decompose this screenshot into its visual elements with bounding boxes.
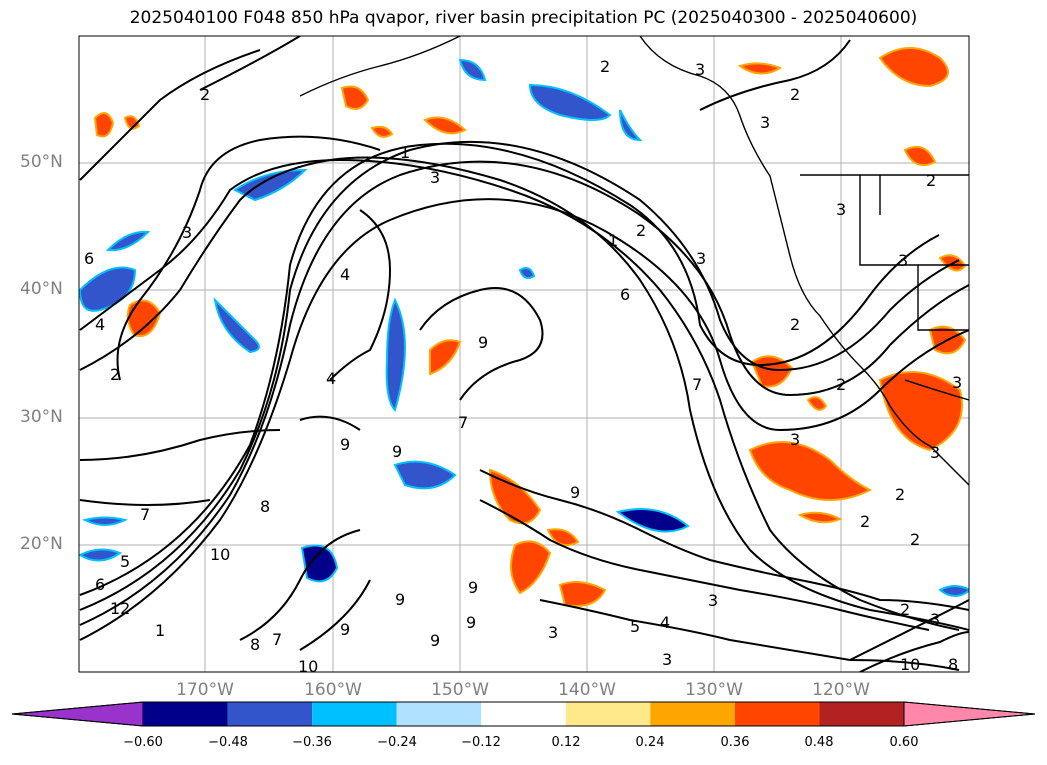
colorbar-tick: 0.48 [804, 735, 834, 750]
contour-label: 9 [570, 483, 580, 502]
contour-label: 3 [760, 113, 770, 132]
contour-label: 9 [392, 442, 402, 461]
lon-label-140w: 140°W [558, 680, 616, 700]
contour-label: 3 [708, 591, 718, 610]
contour-label: 3 [430, 168, 440, 187]
contour-label: 10 [298, 657, 318, 676]
contour-label: 10 [900, 655, 920, 674]
contour-label: 4 [660, 613, 670, 632]
contour-label: 3 [930, 443, 940, 462]
colorbar-tick: −0.60 [123, 735, 163, 750]
qvapor-contours [79, 36, 969, 672]
contour-label: 4 [95, 315, 105, 334]
lat-label-30n: 30°N [20, 407, 63, 427]
colorbar-tick: −0.12 [461, 735, 501, 750]
contour-label: 6 [620, 285, 630, 304]
contour-label: 8 [948, 655, 958, 674]
contour-label: 9 [430, 631, 440, 650]
contour-label: 9 [468, 578, 478, 597]
contour-label: 6 [84, 249, 94, 268]
contour-label: 12 [110, 599, 130, 618]
lat-label-50n: 50°N [20, 152, 63, 172]
contour-label: 2 [790, 85, 800, 104]
colorbar-tick: 0.36 [720, 735, 750, 750]
graticule [79, 36, 969, 672]
contour-label: 9 [466, 613, 476, 632]
lon-label-160w: 160°W [304, 680, 362, 700]
colorbar-tick: 0.12 [551, 735, 581, 750]
contour-label: 2 [600, 57, 610, 76]
lat-label-20n: 20°N [20, 534, 63, 554]
contour-label: 2 [200, 85, 210, 104]
contour-label: 2 [910, 530, 920, 549]
colorbar-tick: 0.60 [889, 735, 919, 750]
colorbar-tick: −0.24 [377, 735, 417, 750]
contour-label: 3 [182, 223, 192, 242]
contour-label: 7 [692, 375, 702, 394]
contour-label: 3 [790, 430, 800, 449]
contour-label: 2 [926, 171, 936, 190]
lon-label-170w: 170°W [176, 680, 234, 700]
lon-label-150w: 150°W [431, 680, 489, 700]
contour-label: 10 [210, 545, 230, 564]
contour-label: 5 [120, 552, 130, 571]
contour-label: 3 [930, 610, 940, 629]
contour-label: 7 [458, 413, 468, 432]
plot-title: 2025040100 F048 850 hPa qvapor, river ba… [129, 8, 918, 28]
contour-label: 3 [662, 650, 672, 669]
contour-label: 4 [326, 369, 336, 388]
colorbar-tick: 0.24 [635, 735, 665, 750]
colorbar-tick: −0.48 [208, 735, 248, 750]
contour-label: 2 [790, 315, 800, 334]
contour-label: 3 [836, 200, 846, 219]
contour-label: 5 [630, 617, 640, 636]
contour-label: 1 [608, 231, 618, 250]
colorbar-tick: −0.36 [292, 735, 332, 750]
contour-label: 9 [340, 435, 350, 454]
contour-label: 7 [140, 505, 150, 524]
contour-label: 4 [340, 265, 350, 284]
contour-label: 7 [272, 630, 282, 649]
contour-label: 1 [400, 143, 410, 162]
contour-labels: 2 1 3 2 3 4 2 4 4 9 1 2 6 3 7 3 2 2 2 3 … [84, 57, 962, 676]
contour-label: 8 [250, 635, 260, 654]
contour-label: 3 [898, 251, 908, 270]
contour-label: 9 [395, 590, 405, 609]
contour-label: 2 [110, 365, 120, 384]
contour-label: 2 [900, 600, 910, 619]
contour-label: 2 [895, 485, 905, 504]
lat-label-40n: 40°N [20, 279, 63, 299]
contour-label: 6 [95, 575, 105, 594]
contour-label: 1 [155, 621, 165, 640]
coastlines [299, 36, 969, 486]
contour-label: 9 [340, 620, 350, 639]
map-frame [78, 35, 970, 673]
contour-label: 8 [260, 497, 270, 516]
contour-label: 2 [860, 512, 870, 531]
contour-label: 2 [836, 375, 846, 394]
contour-label: 2 [636, 221, 646, 240]
contour-label: 3 [952, 373, 962, 392]
contour-label: 3 [695, 60, 705, 79]
precip-positive-shading [93, 47, 967, 607]
contour-label: 3 [548, 623, 558, 642]
lon-label-130w: 130°W [685, 680, 743, 700]
lon-label-120w: 120°W [812, 680, 870, 700]
contour-label: 3 [696, 249, 706, 268]
precip-negative-shading [79, 58, 969, 597]
contour-label: 9 [478, 333, 488, 352]
